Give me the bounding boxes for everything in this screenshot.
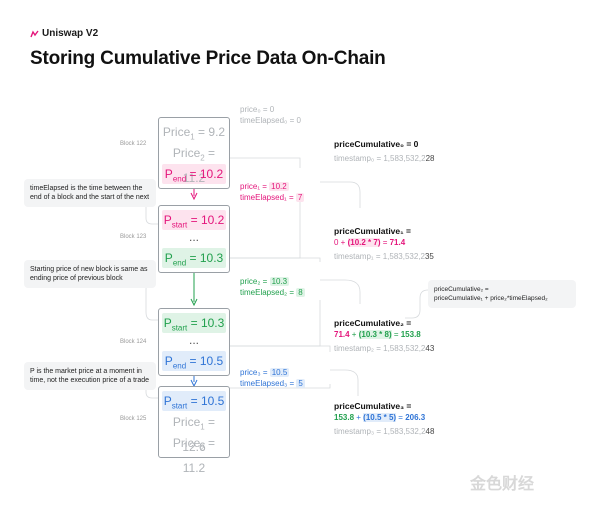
block-label: Block 122 <box>120 141 147 147</box>
time-elapsed-1-text: timeElapsed₁ = 7 <box>240 193 305 202</box>
price-1-text: price₁ = 10.2 <box>240 182 289 191</box>
p-start-cell: Pstart = 10.2 <box>162 210 226 230</box>
block-122: Price1 = 9.2 Price2 = 11.2 Pend = 10.2 <box>158 117 230 189</box>
cumulative-3: priceCumulative₃ = 153.8 + (10.5 * 5) = … <box>334 401 434 437</box>
mid-step-0: price₀ = 0 timeElapsed₀ = 0 <box>240 104 301 126</box>
p-start-cell: Pstart = 10.3 <box>162 313 226 333</box>
formula-3: 153.8 + (10.5 * 5) = 206.3 <box>334 413 426 422</box>
p-end-cell: Pend = 10.3 <box>162 248 226 268</box>
brand-name: Uniswap V2 <box>42 28 99 39</box>
price-1-cell: Price1 = 9.2 <box>162 125 226 142</box>
brand: Uniswap V2 <box>30 28 98 39</box>
price-1-cell: Price1 = 12.6 <box>172 415 216 455</box>
block-label: Block 124 <box>120 339 147 345</box>
timestamp-1: timestamp₁ = 1,583,532,235 <box>334 252 434 261</box>
price-2-text: price₂ = 10.3 <box>240 277 290 286</box>
block-label: Block 125 <box>120 416 147 422</box>
page-title: Storing Cumulative Price Data On-Chain <box>30 48 386 69</box>
price-cumulative-2: priceCumulative₂ = <box>334 318 412 328</box>
note-market-price: P is the market price at a moment in tim… <box>24 362 156 390</box>
time-elapsed-0-text: timeElapsed₀ = 0 <box>240 116 301 125</box>
timestamp-3: timestamp₃ = 1,583,532,248 <box>334 427 435 436</box>
callout-line-1: priceCumulative₂ = <box>434 286 489 293</box>
watermark: 金色财经 <box>470 476 535 493</box>
p-end-cell: Pend = 10.2 <box>162 164 226 184</box>
cumulative-2: priceCumulative₂ = 71.4 + (10.3 * 8) = 1… <box>334 318 434 354</box>
block-124: Pstart = 10.3 ... Pend = 10.5 <box>158 308 230 376</box>
block-123: Pstart = 10.2 ... Pend = 10.3 <box>158 205 230 273</box>
formula-1: 0 + (10.2 * 7) = 71.4 <box>334 238 406 247</box>
callout-line-2: priceCumulative₁ + price₂*timeElapsed₂ <box>434 295 548 302</box>
callout-formula: priceCumulative₂ = priceCumulative₁ + pr… <box>428 280 576 308</box>
price-cumulative-0: priceCumulative₀ = 0 <box>334 139 419 149</box>
block-label: Block 123 <box>120 234 147 240</box>
note-time-elapsed: timeElapsed is the time between the end … <box>24 179 156 207</box>
block-125: Pstart = 10.5 Price1 = 12.6 Price2 = 11.… <box>158 386 230 476</box>
timestamp-2: timestamp₂ = 1,583,532,243 <box>334 344 435 353</box>
ellipsis: ... <box>188 230 199 244</box>
note-starting-price: Starting price of new block is same as e… <box>24 260 156 288</box>
price-0-text: price₀ = 0 <box>240 105 275 114</box>
formula-2: 71.4 + (10.3 * 8) = 153.8 <box>334 330 421 339</box>
price-cumulative-3: priceCumulative₃ = <box>334 401 412 411</box>
cumulative-1: priceCumulative₁ = 0 + (10.2 * 7) = 71.4… <box>334 226 434 262</box>
price-cumulative-1: priceCumulative₁ = <box>334 226 411 236</box>
time-elapsed-2-text: timeElapsed₂ = 8 <box>240 288 305 297</box>
mid-step-3: price₃ = 10.5 timeElapsed₃ = 5 <box>240 367 305 389</box>
ellipsis: ... <box>188 333 199 347</box>
p-start-cell: Pstart = 10.5 <box>162 391 226 411</box>
cumulative-0: priceCumulative₀ = 0 timestamp₀ = 1,583,… <box>334 139 435 164</box>
unicorn-logo-icon <box>30 30 39 38</box>
timestamp-0: timestamp₀ = 1,583,532,228 <box>334 154 435 163</box>
p-end-cell: Pend = 10.5 <box>162 351 226 371</box>
price-2-cell: Price2 = 11.2 <box>172 436 216 476</box>
price-2-cell: Price2 = 11.2 <box>172 146 216 185</box>
mid-step-1: price₁ = 10.2 timeElapsed₁ = 7 <box>240 181 305 203</box>
price-3-text: price₃ = 10.5 <box>240 368 290 377</box>
mid-step-2: price₂ = 10.3 timeElapsed₂ = 8 <box>240 276 305 298</box>
time-elapsed-3-text: timeElapsed₃ = 5 <box>240 379 305 388</box>
